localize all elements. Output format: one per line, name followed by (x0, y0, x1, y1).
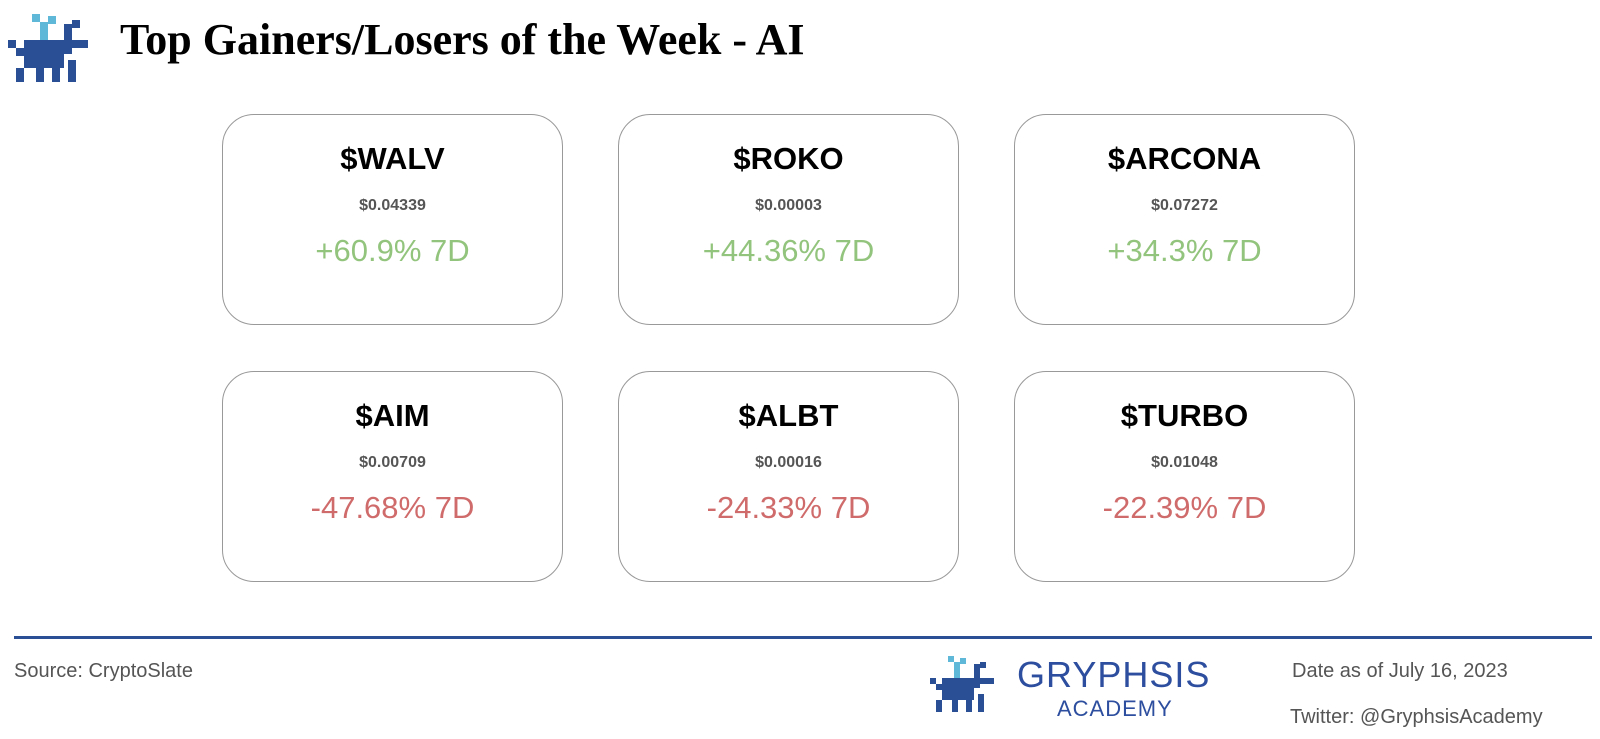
ticker: $AIM (355, 398, 430, 433)
token-card: $ALBT $0.00016 -24.33% 7D (618, 371, 959, 582)
price: $0.00003 (755, 197, 822, 214)
ticker: $WALV (340, 141, 445, 176)
source: Source: CryptoSlate (14, 660, 193, 682)
price: $0.07272 (1151, 197, 1218, 214)
logo (8, 14, 88, 82)
divider (14, 636, 1592, 639)
price: $0.00709 (359, 454, 426, 471)
token-card: $ROKO $0.00003 +44.36% 7D (618, 114, 959, 325)
token-card: $TURBO $0.01048 -22.39% 7D (1014, 371, 1355, 582)
twitter: Twitter: @GryphsisAcademy (1290, 706, 1543, 728)
price: $0.01048 (1151, 454, 1218, 471)
change: +34.3% 7D (1107, 233, 1262, 268)
change: -22.39% 7D (1102, 490, 1267, 525)
brand: GRYPHSIS (1017, 654, 1211, 695)
token-card: $ARCONA $0.07272 +34.3% 7D (1014, 114, 1355, 325)
token-card: $WALV $0.04339 +60.9% 7D (222, 114, 563, 325)
footer-logo (930, 656, 994, 712)
price: $0.04339 (359, 197, 426, 214)
change: +60.9% 7D (315, 233, 470, 268)
change: -47.68% 7D (310, 490, 475, 525)
title: Top Gainers/Losers of the Week - AI (120, 15, 805, 64)
date: Date as of July 16, 2023 (1292, 660, 1508, 682)
brand-sub: ACADEMY (1057, 696, 1173, 721)
change: +44.36% 7D (702, 233, 875, 268)
ticker: $TURBO (1120, 398, 1249, 433)
ticker: $ALBT (738, 398, 839, 433)
price: $0.00016 (755, 454, 822, 471)
token-card: $AIM $0.00709 -47.68% 7D (222, 371, 563, 582)
ticker: $ARCONA (1107, 141, 1262, 176)
change: -24.33% 7D (706, 490, 871, 525)
ticker: $ROKO (733, 141, 844, 176)
